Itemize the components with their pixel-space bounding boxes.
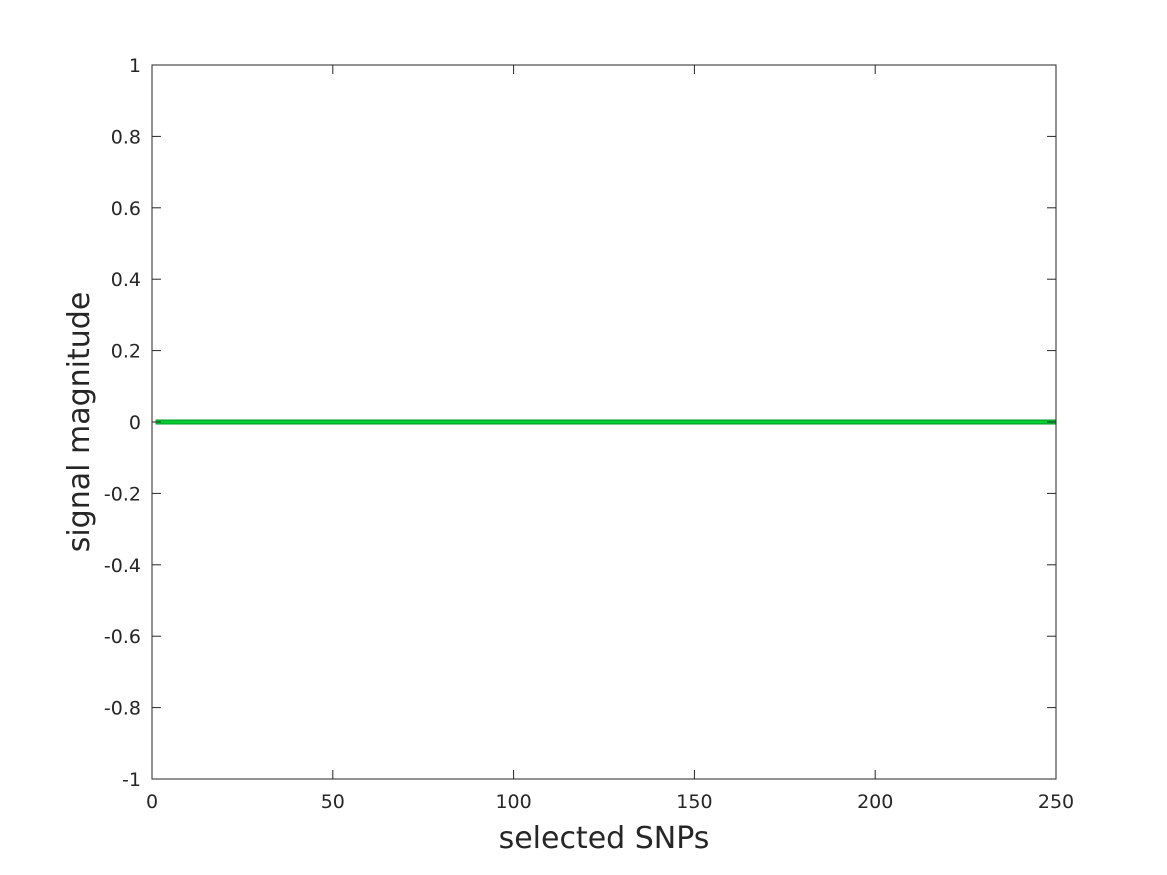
x-axis: 0 50 100 150 200 250: [146, 65, 1074, 813]
x-tick-label: 100: [495, 791, 531, 813]
x-tick-label: 150: [676, 791, 712, 813]
x-tick-label: 0: [146, 791, 158, 813]
y-tick-label: 0: [129, 412, 141, 434]
x-tick-label: 250: [1038, 791, 1074, 813]
y-tick-label: -0.8: [104, 698, 141, 720]
y-tick-label: 1: [129, 55, 141, 77]
y-tick-label: -0.6: [104, 626, 141, 648]
y-tick-label: 0.2: [111, 341, 141, 363]
y-tick-label: 0.4: [111, 269, 141, 291]
y-tick-label: -1: [122, 769, 141, 791]
y-axis: -1 -0.8 -0.6 -0.4 -0.2 0 0.2 0.4 0.6 0.8 1: [104, 55, 1056, 791]
x-tick-label: 200: [857, 791, 893, 813]
x-axis-title: selected SNPs: [499, 821, 710, 856]
y-tick-label: -0.2: [104, 483, 141, 505]
x-tick-label: 50: [321, 791, 345, 813]
y-tick-label: 0.6: [111, 198, 141, 220]
y-tick-label: 0.8: [111, 126, 141, 148]
y-axis-title: signal magnitude: [62, 292, 97, 553]
y-tick-label: -0.4: [104, 555, 141, 577]
